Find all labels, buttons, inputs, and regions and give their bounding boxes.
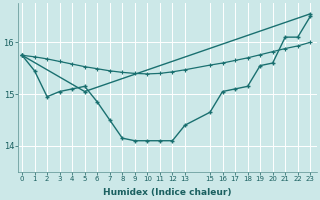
X-axis label: Humidex (Indice chaleur): Humidex (Indice chaleur) — [103, 188, 232, 197]
